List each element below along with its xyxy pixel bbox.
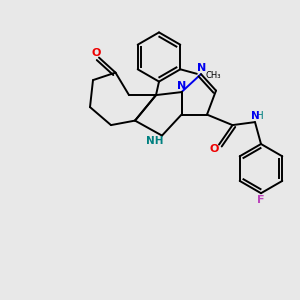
Text: CH₃: CH₃: [206, 71, 221, 80]
Text: F: F: [257, 195, 265, 205]
Text: N: N: [250, 111, 260, 121]
Text: O: O: [91, 48, 101, 58]
Text: O: O: [210, 144, 219, 154]
Text: NH: NH: [146, 136, 163, 146]
Text: N: N: [197, 63, 206, 73]
Text: N: N: [178, 80, 187, 91]
Text: H: H: [256, 111, 263, 121]
